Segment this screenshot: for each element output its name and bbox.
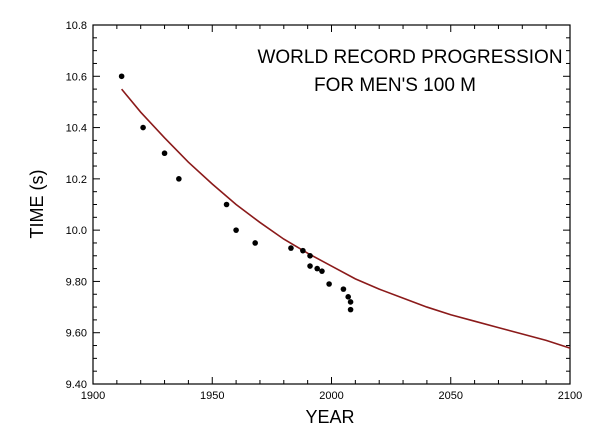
x-tick-label: 1900 <box>81 390 105 402</box>
x-axis-title: YEAR <box>305 407 354 427</box>
fit-curve-line <box>121 88 571 349</box>
data-point <box>307 263 313 269</box>
y-tick-label: 9.60 <box>66 328 87 340</box>
data-point <box>161 150 168 157</box>
x-tick-label: 2100 <box>558 390 582 402</box>
y-tick-label: 10.8 <box>66 20 87 32</box>
y-tick-label: 10.2 <box>66 174 87 186</box>
data-point <box>319 268 325 274</box>
data-points-group <box>118 73 354 313</box>
x-tick-label: 1950 <box>200 390 224 402</box>
data-point <box>307 252 313 259</box>
y-tick-label: 9.40 <box>66 379 87 391</box>
data-point <box>347 299 354 305</box>
data-point <box>176 176 182 182</box>
data-point <box>314 265 320 272</box>
y-axis: 9.40 9.60 9.80 10.0 10.2 10.4 10.6 10.8 <box>66 20 570 391</box>
y-tick-label: 10.0 <box>66 225 87 237</box>
data-point <box>288 245 294 251</box>
y-axis-title: TIME (s) <box>27 170 47 239</box>
y-tick-label: 9.80 <box>66 276 87 288</box>
y-tick-label: 10.6 <box>66 71 87 83</box>
data-point <box>300 247 306 254</box>
data-point <box>340 286 347 292</box>
data-point <box>347 306 354 313</box>
x-axis: 1900 1950 2000 2050 2100 <box>81 25 582 402</box>
chart-title-line-1: WORLD RECORD PROGRESSION <box>257 47 562 68</box>
data-point <box>233 227 239 233</box>
data-point <box>223 201 230 208</box>
data-point <box>140 124 146 131</box>
y-tick-label: 10.4 <box>66 123 87 135</box>
chart-title-line-2: FOR MEN'S 100 M <box>314 75 476 96</box>
x-tick-label: 2000 <box>319 390 343 402</box>
data-point <box>252 240 258 246</box>
data-point <box>118 73 125 80</box>
data-point <box>326 281 332 287</box>
data-point <box>345 294 351 300</box>
x-tick-label: 2050 <box>439 390 463 402</box>
fit-curve-group <box>121 88 571 349</box>
